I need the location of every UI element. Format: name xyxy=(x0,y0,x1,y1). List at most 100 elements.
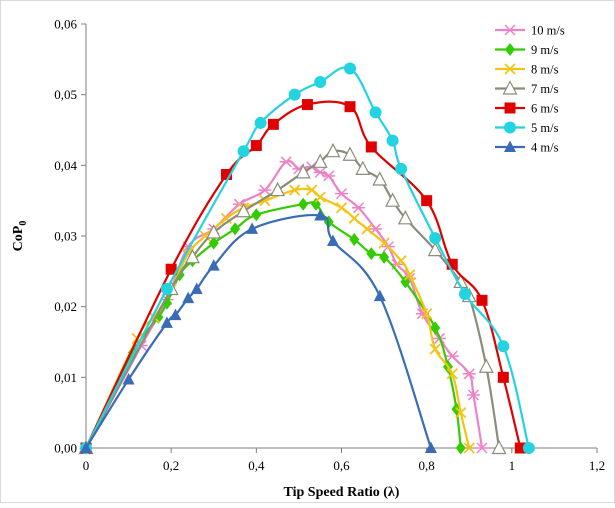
data-point xyxy=(258,184,272,196)
data-point xyxy=(314,75,327,88)
legend-marker xyxy=(504,102,516,114)
data-point xyxy=(497,371,509,383)
data-point xyxy=(430,321,441,335)
legend-entry: 5 m/s xyxy=(495,121,559,135)
y-tick-label: 0,06 xyxy=(54,17,77,32)
data-point xyxy=(379,250,390,264)
legend-entry: 9 m/s xyxy=(495,43,559,57)
data-point xyxy=(446,368,458,380)
series-line xyxy=(85,201,462,449)
data-point xyxy=(160,316,173,328)
data-point xyxy=(306,184,318,196)
data-point xyxy=(424,441,437,453)
series-line xyxy=(85,187,471,449)
data-point xyxy=(355,160,371,175)
data-point xyxy=(314,209,327,221)
data-point xyxy=(184,248,200,264)
legend-entry: 6 m/s xyxy=(495,102,559,116)
series-4-m-s xyxy=(80,209,437,453)
legend-label: 4 m/s xyxy=(531,141,559,155)
data-point xyxy=(325,142,341,158)
data-point xyxy=(279,156,293,168)
data-point xyxy=(312,153,328,168)
y-tick-label: 0,00 xyxy=(54,441,77,456)
data-point xyxy=(344,101,356,113)
data-point xyxy=(463,442,475,454)
data-point xyxy=(208,236,219,250)
data-point xyxy=(190,282,203,294)
data-point xyxy=(478,358,494,373)
data-point xyxy=(270,181,286,197)
data-point xyxy=(199,230,211,242)
data-point xyxy=(182,291,195,304)
data-point xyxy=(514,442,526,454)
legend-marker xyxy=(504,63,516,75)
data-point xyxy=(421,195,433,207)
data-point xyxy=(251,208,262,222)
data-point xyxy=(295,164,311,179)
data-point xyxy=(301,99,313,111)
data-point xyxy=(221,169,233,181)
series-line xyxy=(85,66,530,449)
series-line xyxy=(85,214,432,449)
data-point xyxy=(458,287,471,300)
data-point xyxy=(288,88,301,101)
data-point xyxy=(369,106,382,119)
data-point xyxy=(366,247,377,261)
y-axis-title: CoP0 xyxy=(11,221,29,252)
data-point xyxy=(429,232,442,245)
legend-label: 5 m/s xyxy=(531,121,559,135)
y-tick-label: 0,01 xyxy=(54,370,77,385)
data-point xyxy=(497,340,510,353)
data-point xyxy=(160,283,173,295)
x-tick-label: 0 xyxy=(83,458,90,473)
data-point xyxy=(397,210,413,225)
data-point xyxy=(395,255,407,267)
x-tick-label: 0,2 xyxy=(163,458,179,473)
series-8-m-s xyxy=(80,184,475,454)
series-line xyxy=(85,149,501,449)
data-point xyxy=(267,118,279,130)
data-point xyxy=(462,368,476,380)
data-point xyxy=(246,222,259,234)
data-point xyxy=(385,192,401,207)
x-tick-label: 0,4 xyxy=(248,458,265,473)
data-point xyxy=(522,442,535,454)
x-tick-label: 0,8 xyxy=(419,458,435,473)
legend-label: 8 m/s xyxy=(531,63,559,77)
series-5-m-s xyxy=(80,62,535,454)
legend-label: 7 m/s xyxy=(531,82,559,96)
data-point xyxy=(455,407,467,419)
data-point xyxy=(349,233,360,247)
data-point xyxy=(322,170,336,182)
legend-marker xyxy=(503,24,517,36)
data-point xyxy=(326,234,339,246)
legend-label: 6 m/s xyxy=(531,102,559,116)
data-point xyxy=(335,202,348,214)
y-tick-label: 0,05 xyxy=(54,87,77,102)
legend-label: 10 m/s xyxy=(531,24,565,38)
data-point xyxy=(236,202,252,218)
data-point xyxy=(429,343,441,355)
legend-label: 9 m/s xyxy=(531,43,559,57)
series-layer xyxy=(78,62,535,455)
legend-marker xyxy=(504,121,516,134)
data-point xyxy=(352,202,366,214)
data-point xyxy=(386,134,399,147)
y-tick-label: 0,02 xyxy=(54,299,77,314)
data-point xyxy=(365,141,377,153)
data-point xyxy=(165,263,177,275)
data-point xyxy=(373,289,386,302)
data-point xyxy=(378,237,390,249)
y-tick-label: 0,03 xyxy=(54,229,77,244)
data-point xyxy=(445,350,459,362)
data-point xyxy=(237,145,250,158)
x-tick-label: 1,2 xyxy=(589,458,605,473)
y-axis-title-subscript: 0 xyxy=(18,221,29,226)
data-point xyxy=(169,308,182,321)
legend-marker xyxy=(505,43,515,56)
legend-entry: 10 m/s xyxy=(495,24,565,38)
